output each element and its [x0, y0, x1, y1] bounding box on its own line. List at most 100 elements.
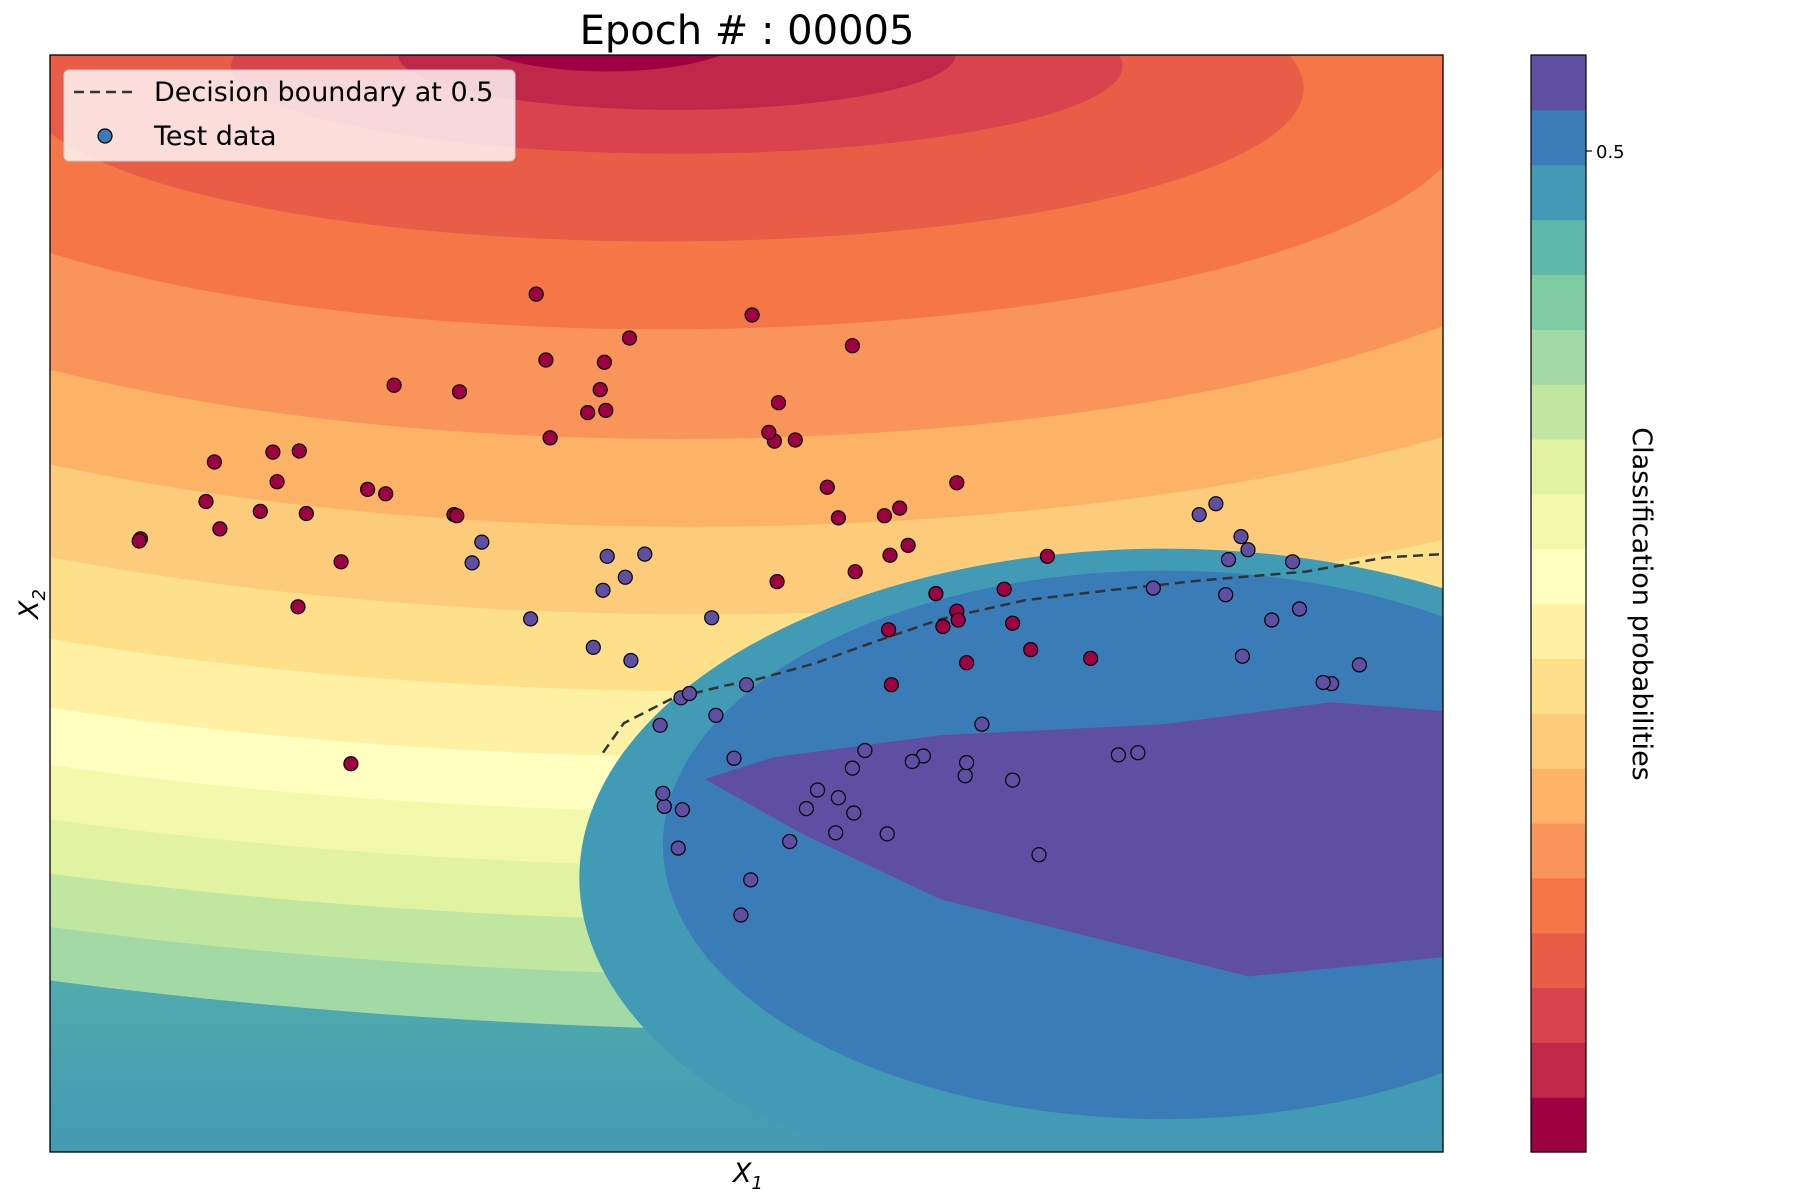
data-point-class-1	[726, 750, 742, 766]
data-point-class-1	[652, 717, 668, 733]
data-point-class-0	[269, 474, 285, 490]
data-point-class-0	[1082, 650, 1099, 667]
plot-frame	[49, 54, 1444, 1153]
data-point-class-1	[1130, 745, 1146, 761]
data-point-class-1	[782, 833, 798, 850]
data-point-class-1	[617, 569, 633, 585]
colorbar-band	[1531, 603, 1586, 659]
data-point-class-1	[656, 798, 672, 815]
data-point-class-1	[1110, 747, 1127, 763]
data-point-class-0	[449, 508, 465, 524]
data-point-class-0	[528, 286, 544, 302]
data-point-class-0	[883, 677, 900, 693]
data-point-class-1	[733, 907, 749, 923]
region-band-purple	[704, 702, 1443, 977]
colorbar-band	[1531, 493, 1586, 550]
data-point-class-1	[623, 652, 639, 669]
data-point-class-1	[522, 611, 539, 627]
data-point-class-1	[1220, 551, 1237, 568]
data-point-class-0	[451, 384, 468, 400]
colorbar-band	[1531, 329, 1586, 385]
data-point-class-0	[770, 395, 787, 411]
test-data-points	[131, 286, 1368, 923]
data-point-class-0	[596, 354, 613, 370]
colorbar-band	[1531, 877, 1586, 934]
data-point-class-0	[265, 444, 281, 460]
colorbar-band	[1531, 658, 1586, 714]
data-point-class-0	[761, 424, 777, 440]
data-point-class-0	[298, 505, 314, 522]
data-point-class-1	[1218, 587, 1234, 603]
data-point-class-0	[950, 612, 966, 628]
contour-band-0.05	[398, 55, 956, 110]
data-point-class-1	[809, 782, 826, 798]
data-point-class-1	[655, 785, 671, 801]
colorbar-label: Classification probabilities	[1626, 427, 1657, 781]
data-point-class-0	[360, 481, 376, 497]
legend-box	[63, 69, 516, 162]
data-point-class-1	[1240, 542, 1256, 558]
data-point-class-0	[928, 585, 944, 602]
colorbar-band	[1531, 548, 1586, 605]
colorbar-band	[1531, 219, 1586, 275]
colorbar-band	[1531, 109, 1586, 166]
data-point-class-1	[798, 800, 815, 817]
legend-label-test-data: Test data	[153, 121, 277, 152]
data-point-class-1	[474, 534, 490, 550]
data-point-class-1	[1031, 847, 1047, 863]
data-point-class-0	[830, 510, 847, 526]
colorbar-band	[1531, 55, 1586, 111]
colorbar-band	[1531, 164, 1586, 221]
chart-title: Epoch # : 00005	[580, 8, 915, 54]
data-point-class-1	[1145, 580, 1161, 596]
colorbar-band	[1531, 768, 1586, 824]
data-point-class-0	[900, 537, 916, 554]
data-point-class-1	[957, 768, 973, 784]
data-point-class-0	[621, 330, 638, 346]
data-point-class-0	[598, 402, 614, 418]
y-axis-label: X2	[14, 589, 50, 621]
data-point-class-0	[744, 307, 760, 323]
colorbar-band	[1531, 713, 1586, 769]
data-point-class-0	[892, 500, 908, 516]
data-point-class-0	[538, 352, 554, 368]
colorbar-band	[1531, 274, 1586, 330]
data-point-class-1	[585, 639, 601, 656]
colorbar-frame	[1530, 54, 1587, 1153]
data-point-class-1	[846, 805, 862, 821]
data-point-class-0	[996, 581, 1012, 597]
data-point-class-0	[580, 405, 596, 421]
colorbar-band	[1531, 1097, 1586, 1153]
high-probability-region	[579, 548, 1443, 1152]
data-point-class-1	[1004, 772, 1021, 788]
data-point-class-0	[844, 338, 861, 354]
data-point-class-1	[857, 742, 873, 759]
data-point-class-1	[974, 716, 990, 732]
data-point-class-0	[291, 443, 307, 459]
data-point-class-0	[252, 503, 268, 519]
data-point-class-1	[595, 582, 611, 598]
data-point-class-0	[949, 475, 965, 491]
data-point-class-0	[198, 493, 214, 510]
data-point-class-1	[1291, 601, 1308, 617]
data-point-class-1	[599, 548, 615, 564]
colorbar-band	[1531, 987, 1586, 1043]
colorbar-band	[1531, 384, 1586, 440]
data-point-class-0	[333, 554, 349, 570]
data-point-class-1	[1351, 657, 1368, 673]
data-point-class-0	[1023, 641, 1039, 658]
data-point-class-1	[464, 555, 480, 571]
data-point-class-0	[787, 432, 803, 448]
data-point-class-1	[844, 760, 861, 776]
colorbar-band	[1531, 1042, 1586, 1098]
data-point-class-1	[674, 802, 691, 818]
data-point-class-0	[378, 486, 394, 502]
data-point-class-0	[131, 533, 147, 549]
colorbar-band	[1531, 932, 1586, 989]
legend-marker-icon	[97, 128, 113, 144]
contour-band-0	[492, 55, 722, 72]
data-point-class-1	[708, 707, 724, 724]
colorbar-tick-label: 0.5	[1596, 142, 1625, 163]
